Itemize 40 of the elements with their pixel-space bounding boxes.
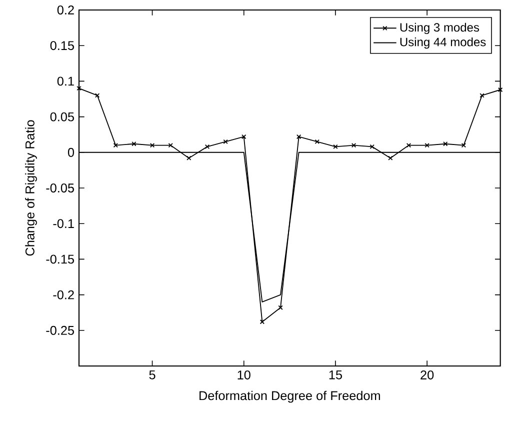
point — [424, 142, 430, 148]
x-tick-label: 10 — [238, 370, 250, 380]
x-tick-label: 5 — [149, 370, 156, 380]
y-tick-label: 0.05 — [50, 112, 74, 122]
y-tick-label: 0.2 — [57, 6, 74, 14]
point — [314, 139, 320, 144]
point — [94, 93, 100, 98]
point — [186, 156, 192, 160]
x-tick-label: 15 — [329, 370, 342, 380]
y-tick-label: -0.15 — [46, 254, 74, 264]
x-tick-label: 20 — [420, 370, 434, 380]
point — [113, 142, 118, 148]
y-tick-label: 0 — [68, 148, 74, 157]
point — [132, 142, 136, 146]
point — [443, 142, 448, 146]
point — [480, 93, 484, 98]
y-axis-title: Change of Rigidity Ratio — [25, 120, 37, 256]
point — [461, 142, 466, 148]
y-tick-label: 0.1 — [57, 76, 74, 86]
point — [351, 142, 356, 148]
legend-label: Using 44 modes — [400, 37, 486, 49]
y-tick-label: -0.1 — [53, 219, 74, 228]
point — [278, 305, 283, 310]
y-tick-label: -0.2 — [53, 290, 74, 300]
point — [370, 144, 374, 150]
point — [150, 142, 155, 148]
point — [406, 142, 412, 148]
y-tick-label: 0.15 — [50, 41, 74, 50]
point — [296, 134, 302, 140]
point — [388, 156, 393, 160]
point — [168, 142, 173, 148]
point — [260, 320, 265, 324]
y-tick-label: -0.25 — [46, 326, 74, 335]
legend-label: Using 3 modes — [400, 22, 480, 34]
point — [223, 139, 228, 144]
point — [333, 144, 338, 150]
y-tick-label: -0.05 — [46, 184, 74, 192]
point — [204, 144, 210, 150]
point — [242, 134, 246, 140]
x-axis-title: Deformation Degree of Freedom — [200, 390, 380, 403]
